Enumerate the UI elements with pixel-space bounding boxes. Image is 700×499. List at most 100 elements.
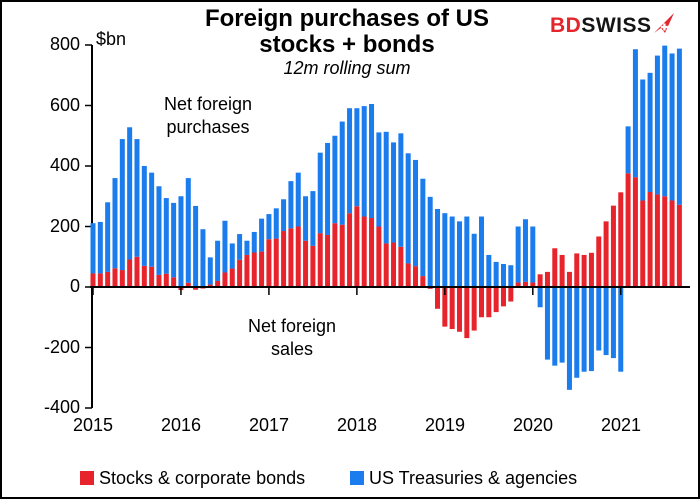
bar-blue-segment — [464, 216, 470, 287]
bar-blue-segment — [215, 240, 221, 281]
bar-blue-segment — [134, 139, 140, 257]
bar-red-segment — [244, 254, 250, 287]
bar-blue-segment — [163, 198, 169, 274]
bar-red-segment — [127, 259, 133, 287]
bar-red-segment — [581, 254, 587, 287]
y-tick-label-0: 0 — [69, 276, 80, 296]
x-tick-label-2020: 2020 — [512, 415, 554, 435]
bar-blue-segment — [112, 178, 118, 269]
bar-red-segment — [625, 173, 631, 287]
bar-blue-segment — [171, 202, 177, 278]
bar-red-segment — [207, 284, 213, 287]
bar-red-segment — [669, 200, 675, 287]
bar-blue-segment — [178, 196, 184, 287]
bar-red-segment — [522, 281, 528, 287]
bar-blue-segment — [222, 220, 228, 273]
bar-red-segment — [508, 287, 514, 302]
bar-blue-segment — [471, 233, 477, 287]
bar-red-segment — [464, 287, 470, 339]
bar-blue-segment — [581, 287, 587, 372]
bar-blue-segment — [515, 226, 521, 283]
bar-red-segment — [97, 273, 103, 287]
y-tick-label-800: 800 — [49, 34, 80, 54]
page-title: Foreign purchases of US stocks + bonds — [112, 6, 582, 58]
bar-red-segment — [259, 251, 265, 287]
x-tick-label-2019: 2019 — [424, 415, 466, 435]
bar-red-segment — [632, 177, 638, 287]
title-line-1: Foreign purchases of US — [204, 5, 490, 32]
bar-blue-segment — [676, 48, 682, 205]
bar-blue-segment — [295, 172, 301, 227]
bar-blue-segment — [288, 181, 294, 229]
bar-blue-segment — [347, 108, 353, 214]
bar-red-segment — [500, 287, 506, 307]
bar-blue-segment — [486, 254, 492, 287]
bar-blue-segment — [119, 139, 125, 271]
bar-red-segment — [640, 200, 646, 287]
bar-blue-segment — [127, 127, 133, 260]
bar-blue-segment — [237, 234, 243, 260]
bar-blue-segment — [207, 257, 213, 285]
bar-blue-segment — [522, 219, 528, 282]
bar-blue-segment — [530, 226, 536, 283]
bar-blue-segment — [259, 218, 265, 252]
bar-red-segment — [603, 221, 609, 287]
bar-red-segment — [149, 266, 155, 287]
bar-red-segment — [171, 277, 177, 287]
bar-red-segment — [383, 243, 389, 287]
bar-red-segment — [112, 268, 118, 287]
bar-blue-segment — [310, 191, 316, 246]
bar-blue-segment — [632, 49, 638, 178]
bar-red-segment — [618, 192, 624, 287]
bar-red-segment — [281, 231, 287, 287]
bar-red-segment — [493, 287, 499, 313]
x-tick-label-2016: 2016 — [160, 415, 202, 435]
bar-red-segment — [90, 273, 96, 287]
bar-red-segment — [391, 242, 397, 287]
bar-blue-segment — [625, 126, 631, 174]
bar-red-segment — [317, 233, 323, 287]
bar-red-segment — [486, 287, 492, 318]
bar-red-segment — [537, 274, 543, 287]
bar-red-segment — [273, 238, 279, 287]
bar-blue-segment — [193, 205, 199, 287]
bar-blue-segment — [361, 106, 367, 217]
bar-blue-segment — [266, 214, 272, 240]
bar-blue-segment — [97, 221, 103, 274]
bar-blue-segment — [339, 121, 345, 225]
bar-blue-segment — [537, 287, 543, 308]
bar-blue-segment — [332, 135, 338, 224]
bar-blue-segment — [90, 223, 96, 274]
brand-logo: BDSWISS — [550, 12, 675, 38]
bar-red-segment — [647, 192, 653, 287]
bar-blue-segment — [596, 287, 602, 351]
bar-red-segment — [478, 287, 484, 318]
bar-red-segment — [310, 245, 316, 287]
bar-red-segment — [325, 234, 331, 287]
bar-red-segment — [442, 287, 448, 327]
bar-red-segment — [420, 276, 426, 287]
bar-blue-segment — [457, 221, 462, 287]
bar-red-segment — [559, 254, 565, 287]
bar-blue-segment — [317, 152, 323, 234]
legend-swatch-stocks — [80, 471, 94, 485]
bar-red-segment — [303, 240, 309, 287]
bar-red-segment — [361, 216, 367, 287]
bar-red-segment — [339, 224, 345, 287]
bar-blue-segment — [156, 186, 162, 275]
bar-red-segment — [610, 205, 616, 287]
bar-blue-segment — [603, 287, 609, 356]
bar-red-segment — [398, 246, 404, 287]
bar-blue-segment — [303, 196, 309, 241]
annotation-net-foreign-purchases: Net foreign purchases — [163, 94, 253, 137]
bar-blue-segment — [478, 216, 484, 287]
bar-blue-segment — [325, 143, 331, 235]
bar-blue-segment — [149, 172, 155, 267]
bar-blue-segment — [566, 287, 572, 390]
bar-blue-segment — [398, 133, 404, 247]
bar-red-segment — [229, 268, 235, 287]
bar-red-segment — [295, 226, 301, 287]
bar-red-segment — [354, 206, 360, 287]
bar-blue-segment — [251, 231, 257, 253]
bar-blue-segment — [281, 199, 287, 232]
